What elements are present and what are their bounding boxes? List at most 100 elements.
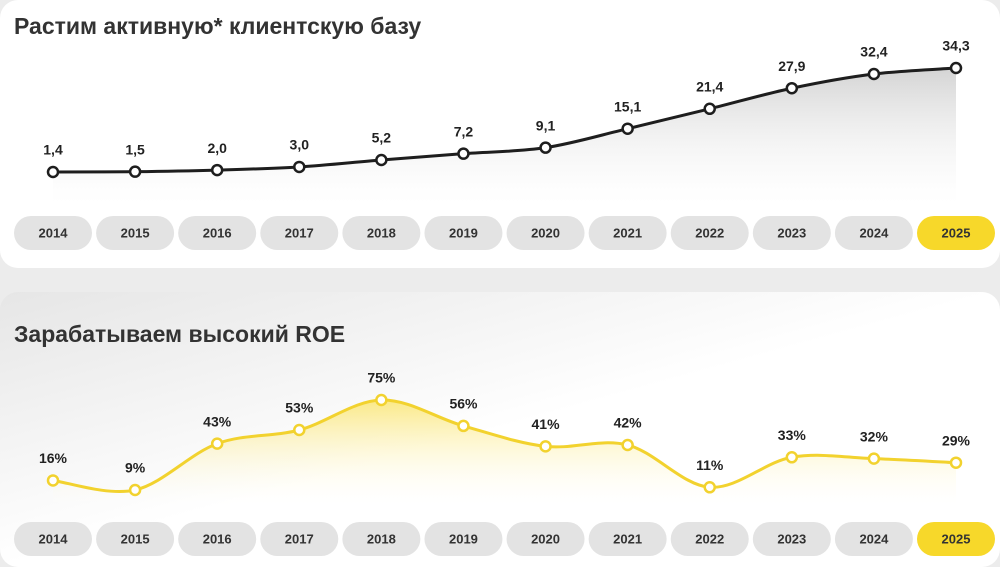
year-pill [260, 216, 339, 250]
point [128, 483, 142, 497]
value-label: 16% [39, 450, 68, 466]
value-label: 29% [942, 432, 971, 448]
value-label: 53% [285, 400, 314, 416]
year-pill [917, 522, 995, 556]
x-tick-label: 2016 [203, 225, 232, 240]
year-pill [834, 216, 913, 250]
value-label: 3,0 [290, 137, 310, 153]
x-tick-label: 2022 [695, 225, 724, 240]
point [539, 141, 552, 154]
chart-title: Зарабатываем высокий ROE [14, 321, 345, 347]
year-pill [96, 216, 175, 250]
year-pill [342, 522, 421, 556]
x-tick-label: 2019 [449, 531, 478, 546]
year-pill [424, 216, 503, 250]
x-tick-label: 2021 [613, 531, 642, 546]
value-label: 33% [778, 427, 807, 443]
point [375, 153, 388, 167]
year-pill [14, 522, 92, 556]
x-tick-label: 2015 [121, 531, 150, 546]
x-tick-label: 2017 [285, 225, 314, 240]
year-pill [834, 522, 913, 556]
year-pill [670, 216, 749, 250]
area [53, 68, 956, 205]
point [210, 163, 224, 177]
x-tick-label: 2020 [531, 531, 560, 546]
value-label: 5,2 [372, 130, 392, 146]
point [128, 165, 142, 178]
x-tick-label: 2021 [613, 225, 642, 240]
x-tick-label: 2018 [367, 225, 396, 240]
year-pill [588, 522, 667, 556]
value-label: 34,3 [942, 38, 969, 54]
point [293, 160, 306, 174]
value-label: 56% [449, 396, 478, 412]
point [785, 81, 799, 95]
x-tick-label: 2019 [449, 225, 478, 240]
x-tick-label: 2025 [942, 225, 971, 240]
value-label: 32% [860, 428, 889, 444]
year-pill [178, 522, 257, 556]
value-label: 7,2 [454, 123, 474, 139]
point [949, 456, 963, 469]
year-pill [342, 216, 421, 250]
area [53, 399, 956, 505]
point [46, 474, 60, 487]
value-label: 15,1 [614, 98, 641, 114]
value-label: 41% [532, 416, 561, 432]
chart-title: Растим активную* клиентскую базу [14, 13, 421, 39]
x-tick-label: 2024 [859, 225, 889, 240]
value-label: 75% [367, 370, 396, 386]
year-pill [506, 522, 585, 556]
x-tick-label: 2024 [859, 531, 889, 546]
point [785, 451, 799, 464]
line [52, 398, 957, 494]
year-pill [506, 216, 585, 250]
year-pill [588, 216, 667, 250]
value-label: 1,4 [43, 142, 63, 158]
point [949, 61, 963, 75]
value-label: 9,1 [536, 117, 556, 133]
year-pill [424, 522, 503, 556]
point [375, 393, 388, 407]
x-tick-label: 2020 [531, 225, 560, 240]
x-tick-label: 2023 [777, 225, 806, 240]
year-pill [917, 216, 995, 250]
year-pill [670, 522, 749, 556]
year-pill [260, 522, 339, 556]
value-label: 1,5 [125, 141, 145, 157]
x-tick-label: 2014 [39, 531, 69, 546]
point [210, 437, 224, 450]
x-tick-label: 2016 [203, 531, 232, 546]
value-label: 43% [203, 413, 232, 429]
x-tick-label: 2025 [942, 531, 971, 546]
point [457, 419, 470, 433]
point [703, 102, 716, 116]
x-tick-label: 2017 [285, 531, 314, 546]
point [621, 122, 634, 135]
point [457, 147, 470, 160]
point [621, 438, 634, 452]
x-tick-label: 2022 [695, 531, 724, 546]
year-pill [752, 522, 831, 556]
value-label: 42% [614, 415, 643, 431]
year-pill [752, 216, 831, 250]
year-pill [96, 522, 175, 556]
year-pill [178, 216, 257, 250]
value-label: 27,9 [778, 58, 805, 74]
value-label: 21,4 [696, 78, 723, 94]
x-tick-label: 2023 [777, 531, 806, 546]
value-label: 2,0 [207, 140, 227, 156]
point [46, 165, 60, 179]
line [52, 66, 957, 174]
x-tick-label: 2014 [39, 225, 69, 240]
point [867, 452, 881, 465]
x-tick-label: 2018 [367, 531, 396, 546]
year-pill [14, 216, 92, 250]
point [539, 440, 552, 453]
value-label: 9% [125, 460, 146, 476]
point [867, 67, 881, 81]
x-tick-label: 2015 [121, 225, 150, 240]
